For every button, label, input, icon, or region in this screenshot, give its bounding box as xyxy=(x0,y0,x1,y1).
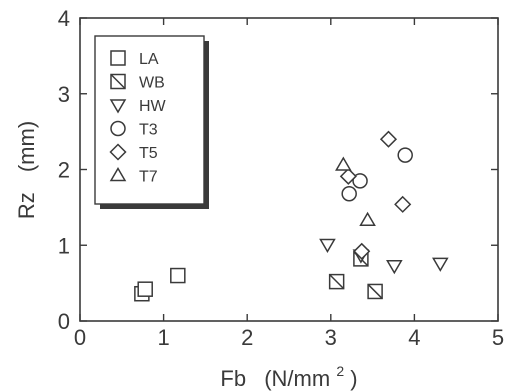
data-points xyxy=(134,130,449,302)
data-point-t5 xyxy=(353,242,371,260)
legend-marker-hw xyxy=(109,99,127,114)
data-point-wb xyxy=(367,283,383,300)
legend-label-hw: HW xyxy=(139,98,167,115)
y-tick-label: 0 xyxy=(58,309,70,334)
y-tick-label: 2 xyxy=(58,158,70,183)
y-axis-unit: (mm) xyxy=(14,121,39,172)
legend-label-t5: T5 xyxy=(139,145,158,162)
legend-marker-t3 xyxy=(110,120,126,137)
y-tick-label: 4 xyxy=(58,6,70,31)
x-axis-unit: (N/mm xyxy=(264,366,330,391)
y-tick-label: 3 xyxy=(58,82,70,107)
x-axis-unit-superscript: 2 xyxy=(336,363,344,379)
data-point-t5 xyxy=(379,130,398,148)
x-tick-label: 3 xyxy=(325,325,337,350)
legend-marker-t7 xyxy=(109,167,127,182)
x-axis-unit-close: ) xyxy=(350,366,357,391)
y-axis-title: Rz (mm) xyxy=(14,121,39,219)
x-tick-label: 0 xyxy=(74,325,86,350)
legend-label-wb: WB xyxy=(139,75,165,92)
x-tick-label: 1 xyxy=(157,325,169,350)
x-axis-title: Fb (N/mm 2 ) xyxy=(220,356,357,391)
y-axis-variable: Rz xyxy=(14,192,39,219)
data-point-t3 xyxy=(341,185,357,202)
x-axis-variable: Fb xyxy=(220,366,246,391)
y-tick-label: 1 xyxy=(58,233,70,258)
x-tick-label: 5 xyxy=(492,325,504,350)
legend-entries: LA WB HW T3 T5 T7 xyxy=(109,50,167,186)
data-point-hw xyxy=(386,259,403,275)
data-point-t5 xyxy=(339,167,357,185)
legend: LA WB HW T3 T5 T7 xyxy=(94,35,209,209)
data-point-la xyxy=(170,267,186,284)
data-point-la xyxy=(137,281,153,297)
legend-label-t7: T7 xyxy=(139,169,158,186)
data-point-t3 xyxy=(352,173,368,189)
data-point-hw xyxy=(432,257,449,272)
legend-marker-t5 xyxy=(109,143,127,161)
legend-marker-wb xyxy=(110,73,126,90)
data-point-t7 xyxy=(359,211,376,227)
x-tick-label: 4 xyxy=(408,325,420,350)
axis-ticks xyxy=(79,17,499,322)
data-point-wb xyxy=(328,273,345,290)
data-point-hw xyxy=(319,238,336,253)
legend-marker-la xyxy=(110,50,126,66)
legend-label-la: LA xyxy=(139,51,159,68)
x-tick-label: 2 xyxy=(241,325,253,350)
tick-labels: 0 1 2 3 4 5 0 1 2 3 4 xyxy=(58,6,504,350)
data-point-t7 xyxy=(335,156,352,171)
data-point-t3 xyxy=(397,147,413,163)
legend-label-t3: T3 xyxy=(139,122,158,139)
data-point-t5 xyxy=(394,195,412,213)
